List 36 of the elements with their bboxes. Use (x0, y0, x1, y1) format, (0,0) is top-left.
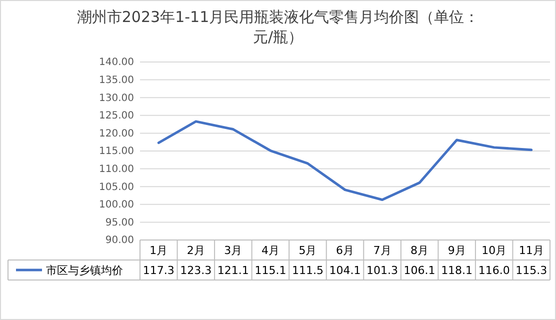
legend-label: 市区与乡镇均价 (46, 264, 123, 277)
data-label: 121.1 (217, 264, 249, 277)
x-tick-label: 8月 (410, 244, 429, 257)
y-tick-label: 95.00 (105, 217, 134, 228)
y-tick-label: 90.00 (105, 235, 134, 246)
y-tick-label: 135.00 (99, 75, 134, 86)
x-tick-label: 5月 (298, 244, 317, 257)
y-tick-label: 115.00 (99, 146, 134, 158)
x-tick-label: 11月 (518, 244, 544, 257)
y-tick-label: 105.00 (99, 182, 134, 193)
y-tick-label: 125.00 (99, 110, 134, 122)
data-label: 115.1 (254, 264, 286, 277)
y-tick-label: 110.00 (99, 164, 134, 175)
data-label: 116.0 (478, 264, 510, 277)
x-tick-label: 2月 (186, 244, 205, 257)
data-label: 104.1 (329, 264, 361, 277)
y-tick-label: 140.00 (99, 57, 134, 68)
y-tick-label: 120.00 (99, 128, 134, 140)
x-tick-label: 6月 (336, 244, 354, 257)
x-tick-label: 4月 (261, 244, 280, 257)
x-tick-label: 10月 (482, 244, 507, 257)
x-tick-label: 7月 (373, 244, 392, 257)
data-label: 117.3 (142, 264, 174, 277)
y-tick-label: 130.00 (99, 92, 134, 104)
x-tick-label: 1月 (150, 244, 168, 257)
chart-title: 潮州市2023年1-11月民用瓶装液化气零售月均价图（单位：元/瓶） (76, 8, 480, 46)
data-label: 123.3 (180, 264, 212, 277)
y-tick-label: 100.00 (99, 200, 134, 211)
data-label: 118.1 (441, 264, 473, 277)
data-label: 106.1 (404, 264, 436, 277)
x-tick-label: 9月 (448, 244, 466, 257)
line-series (157, 120, 533, 202)
x-tick-label: 3月 (224, 244, 242, 257)
data-label: 101.3 (366, 264, 398, 277)
data-label: 115.3 (516, 264, 548, 277)
data-label: 111.5 (292, 264, 324, 277)
